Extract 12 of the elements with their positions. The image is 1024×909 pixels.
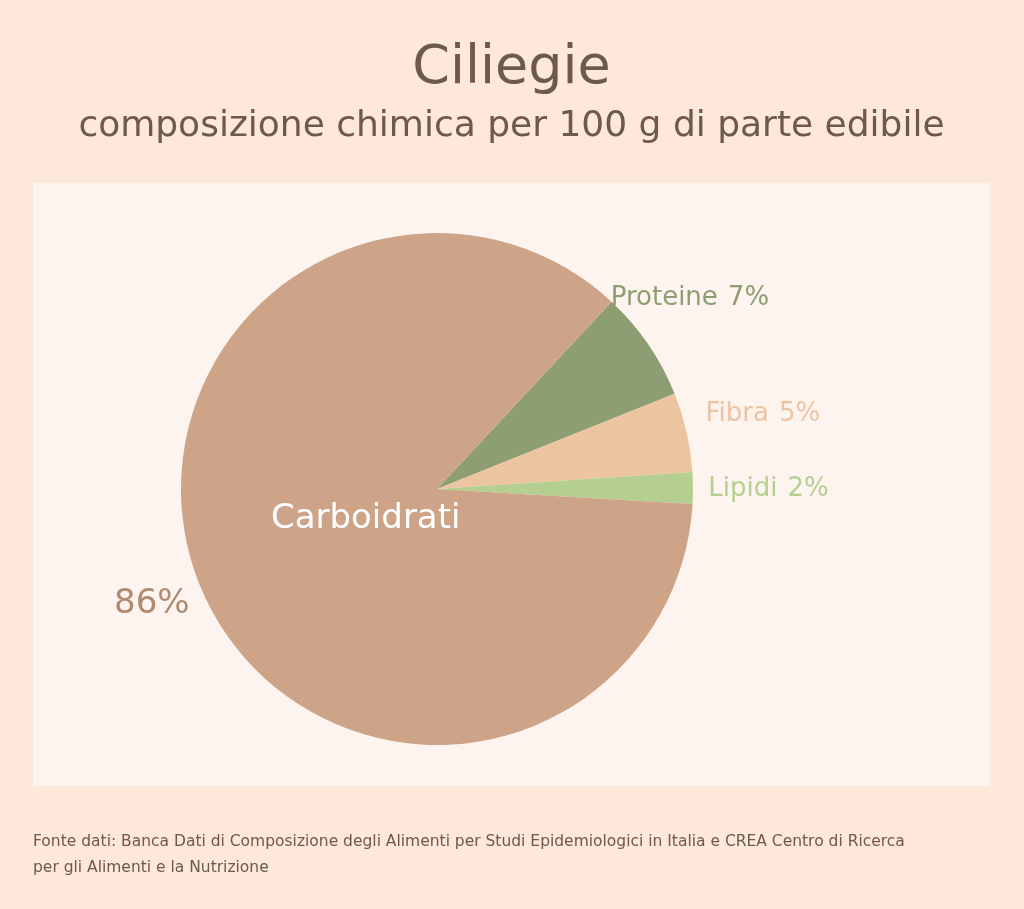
data-label: 2% bbox=[787, 471, 829, 502]
chart-subtitle: composizione chimica per 100 g di parte edibile bbox=[78, 103, 945, 144]
slice-label: Carboidrati bbox=[270, 495, 461, 536]
slice-label: Fibra bbox=[705, 397, 769, 428]
chart-title: Ciliegie bbox=[412, 33, 611, 96]
data-label: 5% bbox=[778, 397, 821, 428]
data-label: 7% bbox=[727, 280, 770, 311]
slice-label: Proteine bbox=[610, 280, 718, 311]
source-note: Fonte dati: Banca Dati di Composizione degli Alimenti per Studi Epidemiologici in Italia e CREA Centro di Ricerca per gli Alimenti e la Nutrizione bbox=[33, 831, 906, 878]
pie-slice bbox=[437, 393, 693, 489]
data-label: 86% bbox=[114, 581, 190, 622]
slice-label: Lipidi bbox=[708, 471, 778, 502]
